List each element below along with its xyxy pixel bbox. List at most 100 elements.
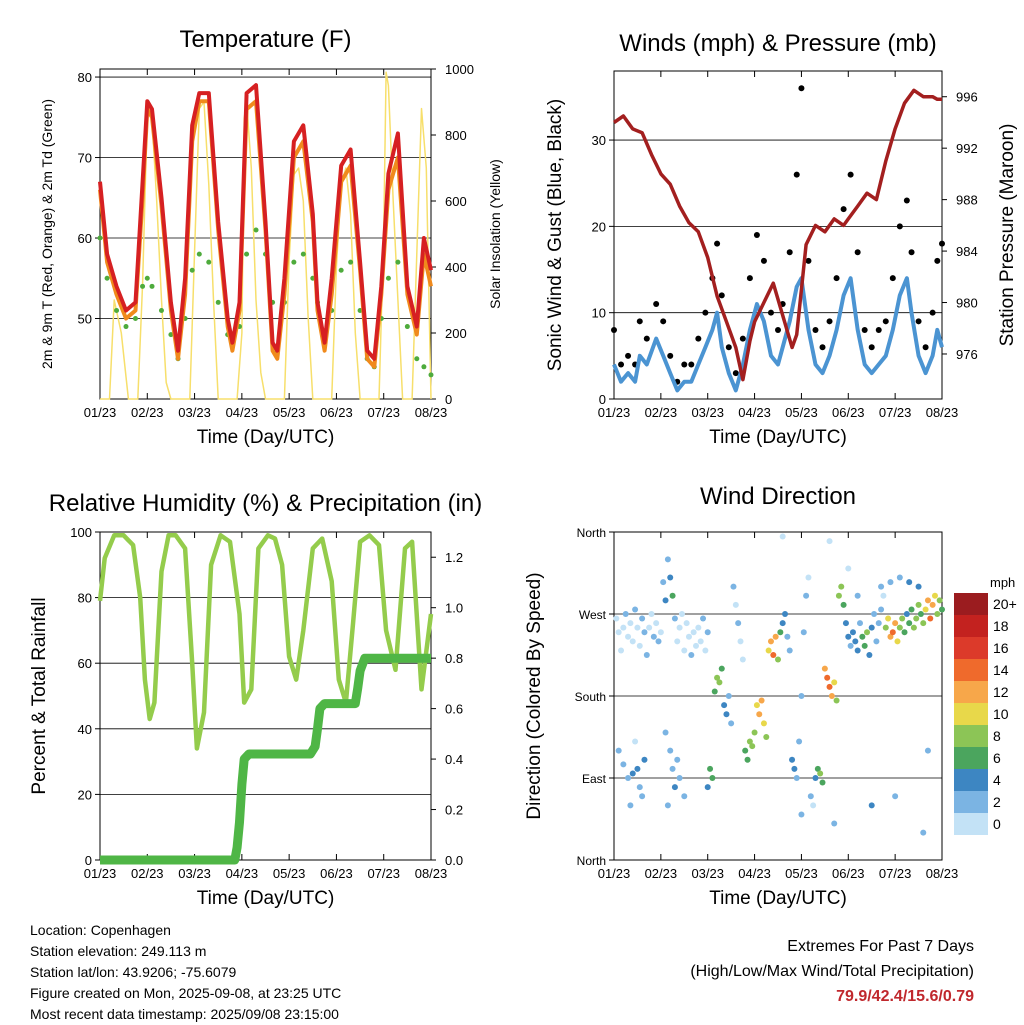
legend-swatch: [954, 791, 988, 813]
direction-point: [753, 702, 760, 709]
direction-point: [613, 615, 620, 622]
direction-point: [908, 606, 915, 613]
direction-point: [636, 784, 643, 791]
gust-point: [812, 326, 819, 333]
direction-point: [676, 624, 683, 631]
temperature-xtick-label: 03/23: [178, 405, 211, 420]
relative-humidity-line: [97, 533, 434, 751]
direction-point: [892, 793, 899, 800]
direction-point: [625, 775, 632, 781]
direction-point: [737, 638, 744, 645]
direction-point: [711, 688, 718, 695]
gust-point: [760, 257, 767, 264]
direction-point: [920, 829, 927, 836]
gust-point: [688, 361, 695, 368]
direction-point: [901, 629, 908, 636]
direction-panel: Wind Direction 01/23 02/23 03/23 04/23 05/23 0…: [524, 483, 1017, 909]
winds-ytick-label: 20: [592, 219, 606, 234]
direction-point: [695, 624, 702, 631]
direction-point: [639, 615, 646, 622]
direction-point: [770, 652, 777, 658]
legend-label: 2: [993, 794, 1001, 810]
temperature-xlabel: Time (Day/UTC): [197, 427, 335, 448]
direction-point: [690, 629, 697, 636]
extremes-values: 79.9/42.4/15.6/0.79: [836, 988, 974, 1005]
winds-ytick-label: 10: [592, 306, 606, 321]
direction-point: [915, 601, 922, 608]
humidity-ytick-label: 20: [78, 787, 92, 802]
direction-point: [866, 652, 873, 658]
direction-xtick-label: 08/23: [926, 866, 959, 881]
direction-point: [824, 674, 831, 681]
gust-point: [882, 318, 889, 325]
direction-point: [742, 747, 749, 754]
humidity-y2tick-label: 0.4: [445, 752, 463, 767]
legend-title: mph: [990, 575, 1015, 590]
dewpoint-point: [253, 227, 259, 233]
temperature-ytick-label: 70: [78, 151, 92, 166]
legend-swatch: [954, 659, 988, 681]
winds-y2tick-label: 988: [956, 193, 978, 208]
direction-point: [735, 620, 742, 627]
dewpoint-point: [421, 364, 427, 370]
temperature-xtick-label: 01/23: [84, 405, 117, 420]
direction-ytick-label: North: [577, 526, 606, 540]
direction-point: [924, 747, 931, 754]
direction-point: [845, 633, 852, 640]
dewpoint-point: [104, 275, 110, 281]
direction-point: [798, 811, 805, 818]
direction-point: [810, 802, 817, 809]
gust-point: [798, 85, 805, 92]
winds-y2tick-label: 980: [956, 296, 978, 311]
direction-point: [924, 597, 931, 604]
direction-point: [636, 642, 643, 649]
gust-point: [847, 171, 854, 178]
dewpoint-point: [338, 267, 344, 273]
direction-point: [683, 620, 690, 627]
direction-point: [627, 802, 634, 809]
legend-swatch: [954, 813, 988, 835]
direction-point: [725, 693, 732, 699]
direction-point: [772, 633, 779, 640]
direction-point: [849, 629, 856, 636]
dewpoint-point: [123, 324, 129, 330]
temperature-xtick-label: 06/23: [320, 405, 353, 420]
direction-point: [641, 629, 648, 636]
direction-point: [716, 679, 723, 686]
humidity-xtick-label: 05/23: [273, 866, 306, 881]
humidity-y2tick-label: 0.6: [445, 702, 463, 717]
direction-point: [744, 756, 751, 763]
direction-point: [763, 734, 770, 740]
humidity-xtick-label: 08/23: [415, 866, 448, 881]
dewpoint-point: [206, 259, 212, 265]
direction-point: [845, 565, 852, 572]
direction-point: [796, 738, 803, 745]
dewpoint-point: [114, 307, 120, 313]
direction-point: [939, 606, 945, 613]
legend-label: 20+: [993, 596, 1017, 612]
direction-point: [667, 574, 674, 581]
humidity-xtick-label: 06/23: [320, 866, 353, 881]
direction-point: [821, 665, 828, 672]
direction-point: [917, 611, 924, 617]
direction-point: [906, 579, 913, 586]
dewpoint-point: [196, 251, 202, 257]
direction-point: [880, 592, 887, 599]
temperature-xtick-label: 08/23: [415, 405, 448, 420]
direction-point: [807, 793, 814, 800]
humidity-ytick-label: 80: [78, 591, 92, 606]
extremes-subtitle: (High/Low/Max Wind/Total Precipitation): [690, 963, 974, 980]
legend-swatch: [954, 681, 988, 703]
direction-point: [702, 647, 709, 654]
gust-point: [611, 326, 617, 333]
direction-point: [833, 697, 840, 704]
direction-point: [871, 611, 878, 617]
direction-point: [857, 620, 863, 627]
direction-point: [634, 624, 641, 631]
humidity-xtick-label: 02/23: [131, 866, 164, 881]
direction-ytick-label: West: [579, 608, 607, 622]
temperature-ytick-label: 60: [78, 231, 92, 246]
recent-timestamp-text: Most recent data timestamp: 2025/09/08 2…: [30, 1006, 339, 1022]
gust-point: [625, 352, 632, 359]
winds-ylabel: Sonic Wind & Gust (Blue, Black): [545, 99, 566, 371]
